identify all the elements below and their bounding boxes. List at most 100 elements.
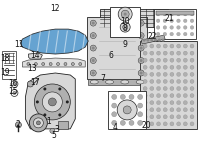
Circle shape — [157, 44, 161, 48]
Circle shape — [143, 72, 147, 76]
Circle shape — [58, 113, 61, 116]
Bar — [110, 7, 140, 37]
Circle shape — [138, 70, 144, 76]
Circle shape — [177, 44, 181, 48]
Text: 18: 18 — [1, 54, 10, 63]
Circle shape — [157, 101, 161, 105]
Circle shape — [150, 72, 154, 76]
Circle shape — [34, 84, 70, 120]
Circle shape — [150, 44, 154, 48]
Circle shape — [190, 44, 194, 48]
Circle shape — [29, 114, 47, 132]
Circle shape — [118, 7, 132, 21]
Circle shape — [150, 101, 154, 105]
Circle shape — [190, 79, 194, 83]
Circle shape — [92, 34, 95, 37]
Circle shape — [163, 115, 167, 119]
Text: 16: 16 — [9, 78, 18, 87]
Circle shape — [150, 87, 154, 91]
Circle shape — [36, 100, 39, 103]
Text: 17: 17 — [31, 78, 40, 87]
Polygon shape — [28, 53, 42, 59]
Text: 19: 19 — [1, 68, 10, 77]
Circle shape — [92, 59, 95, 62]
Circle shape — [143, 65, 147, 69]
Circle shape — [163, 32, 167, 36]
Circle shape — [190, 122, 194, 126]
Text: 3: 3 — [55, 125, 60, 135]
Circle shape — [170, 51, 174, 55]
Text: 12: 12 — [51, 4, 60, 13]
Circle shape — [34, 62, 37, 66]
Circle shape — [138, 20, 144, 26]
Circle shape — [48, 98, 56, 106]
Circle shape — [140, 59, 143, 62]
Circle shape — [183, 115, 187, 119]
Circle shape — [143, 44, 147, 48]
Circle shape — [170, 19, 173, 23]
Circle shape — [163, 12, 167, 16]
Circle shape — [170, 65, 174, 69]
Circle shape — [170, 79, 174, 83]
Circle shape — [150, 108, 154, 112]
Text: 2: 2 — [15, 120, 20, 129]
Circle shape — [163, 72, 167, 76]
Circle shape — [177, 26, 180, 29]
Circle shape — [143, 122, 147, 126]
Circle shape — [13, 82, 16, 85]
Circle shape — [140, 22, 143, 25]
Circle shape — [90, 45, 96, 51]
Ellipse shape — [106, 80, 114, 84]
Circle shape — [170, 26, 173, 29]
Circle shape — [163, 19, 167, 23]
Circle shape — [183, 79, 187, 83]
Bar — [108, 91, 146, 129]
Circle shape — [170, 101, 174, 105]
Polygon shape — [20, 29, 88, 54]
Circle shape — [157, 108, 161, 112]
Bar — [87, 17, 147, 79]
Circle shape — [120, 103, 125, 108]
Circle shape — [36, 121, 40, 125]
Circle shape — [157, 115, 161, 119]
Circle shape — [163, 79, 167, 83]
Circle shape — [190, 51, 194, 55]
Circle shape — [190, 19, 194, 23]
Circle shape — [92, 22, 95, 25]
Circle shape — [150, 94, 154, 98]
Circle shape — [64, 62, 67, 66]
Circle shape — [190, 32, 194, 36]
Circle shape — [143, 101, 147, 105]
Circle shape — [140, 47, 143, 50]
Circle shape — [120, 95, 125, 99]
Text: 15: 15 — [9, 87, 18, 96]
Bar — [140, 41, 197, 129]
Circle shape — [183, 51, 187, 55]
Circle shape — [117, 100, 137, 120]
Circle shape — [66, 100, 69, 103]
Circle shape — [170, 44, 174, 48]
Circle shape — [183, 26, 187, 29]
Circle shape — [177, 72, 181, 76]
Circle shape — [157, 87, 161, 91]
Circle shape — [183, 65, 187, 69]
Polygon shape — [22, 58, 85, 67]
Circle shape — [129, 103, 134, 108]
Circle shape — [170, 72, 174, 76]
Circle shape — [177, 108, 181, 112]
Circle shape — [170, 108, 174, 112]
Circle shape — [157, 51, 161, 55]
Circle shape — [143, 39, 146, 42]
Circle shape — [177, 12, 180, 16]
Ellipse shape — [136, 80, 144, 84]
Circle shape — [138, 120, 143, 125]
Circle shape — [27, 81, 33, 87]
Circle shape — [112, 95, 117, 99]
Circle shape — [123, 25, 128, 30]
Circle shape — [121, 10, 129, 18]
Circle shape — [156, 26, 160, 29]
Circle shape — [163, 94, 167, 98]
Circle shape — [123, 106, 131, 114]
Circle shape — [138, 95, 143, 99]
Circle shape — [33, 118, 43, 128]
